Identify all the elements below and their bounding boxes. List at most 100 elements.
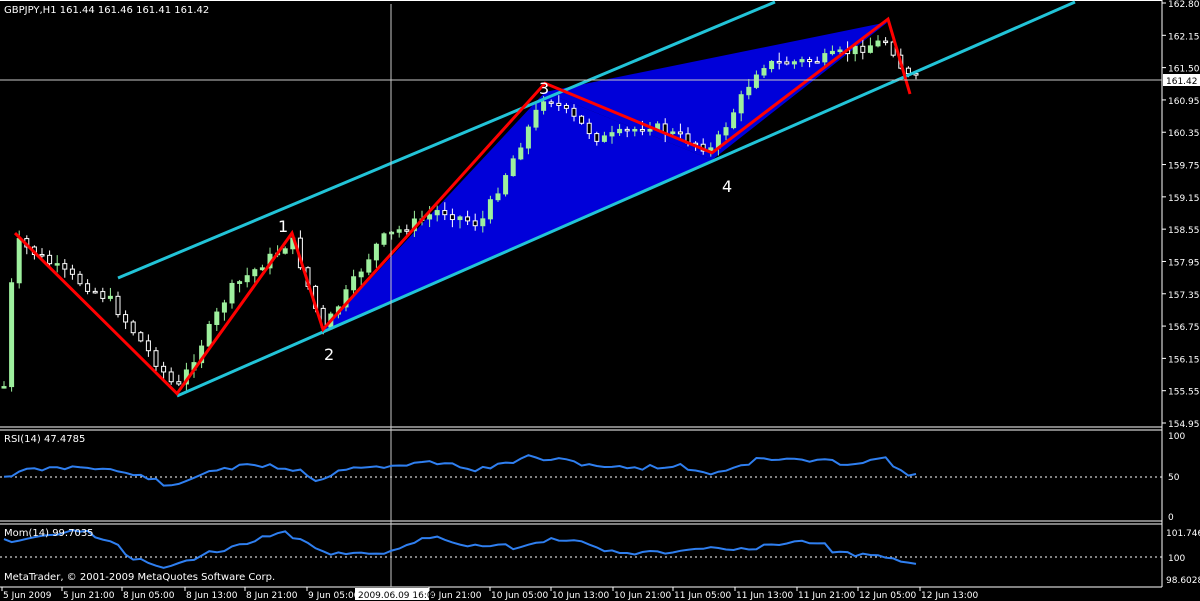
candle-body (115, 295, 121, 316)
price-tick-label: 159.15 (1168, 194, 1200, 204)
candle-body (69, 268, 75, 275)
candle-body (822, 53, 828, 63)
current-price-badge (1163, 74, 1200, 86)
price-tick-label: 156.15 (1168, 355, 1200, 365)
time-tick-label: 8 Jun 13:00 (186, 591, 238, 601)
candle-body (556, 102, 562, 106)
candle-body (807, 59, 813, 63)
candle-body (784, 61, 790, 65)
price-tick-label: 154.95 (1168, 420, 1200, 430)
time-tick-label: 12 Jun 13:00 (921, 591, 978, 601)
candle-body (883, 40, 889, 44)
candle-body (77, 273, 83, 285)
time-tick-label: 11 Jun 13:00 (736, 591, 793, 601)
price-tick-label: 157.95 (1168, 258, 1200, 268)
price-tick-label: 160.35 (1168, 129, 1200, 139)
candle-body (145, 340, 151, 352)
candle-body (738, 94, 744, 114)
candle-body (366, 259, 372, 273)
price-tick-label: 160.95 (1168, 97, 1200, 107)
price-tick-label: 158.55 (1168, 226, 1200, 236)
candle-body (206, 323, 212, 347)
mom-header: Mom(14) 99.7035 (4, 528, 94, 539)
candle-body (351, 276, 357, 291)
candle-body (442, 210, 448, 216)
price-tick-label: 156.75 (1168, 323, 1200, 333)
candle-body (457, 216, 463, 221)
time-tick-label: 9 Jun 05:00 (308, 591, 360, 601)
time-tick-label: 5 Jun 21:00 (63, 591, 115, 601)
candle-body (85, 283, 91, 292)
price-tick-label: 155.55 (1168, 388, 1200, 398)
candle-body (594, 133, 600, 142)
mom-scale-mid: 100 (1168, 554, 1185, 564)
time-tick-label: 5 Jun 2009 (3, 591, 52, 601)
candle-body (237, 281, 243, 284)
channel-upper-line[interactable] (117, 0, 776, 280)
candle-body (130, 321, 136, 334)
candle-body (799, 59, 805, 63)
candle-body (905, 67, 911, 75)
zigzag-line[interactable] (13, 16, 912, 396)
candle-body (761, 68, 767, 76)
candle-body (579, 115, 585, 124)
wave-label-1: 1 (278, 217, 288, 236)
candle-body (123, 314, 129, 323)
candle-body (487, 199, 493, 220)
candle-body (221, 302, 227, 313)
candle-body (373, 243, 379, 261)
candle-body (16, 238, 22, 284)
candle-body (54, 263, 60, 266)
channel-lower-line[interactable] (176, 0, 1076, 398)
candlesticks (1, 35, 919, 392)
candle-body (609, 132, 615, 137)
price-tick-label: 162.80 (1168, 0, 1200, 10)
candle-body (670, 131, 676, 134)
momentum-line (3, 529, 917, 569)
candle-body (472, 220, 478, 227)
pattern-triangle-upper (545, 22, 888, 160)
candle-body (791, 61, 797, 65)
rsi-scale-0: 0 (1168, 513, 1174, 523)
time-tick-label: 10 Jun 21:00 (614, 591, 671, 601)
rsi-header: RSI(14) 47.4785 (4, 434, 85, 445)
candle-body (176, 381, 182, 385)
candle-body (776, 60, 782, 64)
candle-body (62, 263, 68, 270)
candle-body (541, 101, 547, 111)
candle-body (480, 218, 486, 227)
candle-body (647, 128, 653, 132)
candle-body (510, 158, 516, 177)
current-price-label: 161.42 (1166, 77, 1198, 87)
candle-body (343, 289, 349, 308)
candle-body (358, 271, 364, 278)
candle-body (677, 131, 683, 135)
momentum-panel[interactable] (0, 523, 1162, 588)
candle-body (434, 210, 440, 216)
candle-body (875, 40, 881, 47)
candle-body (639, 128, 645, 132)
candle-body (829, 50, 835, 55)
candle-body (867, 45, 873, 53)
candle-body (449, 214, 455, 221)
time-tick-label: 10 Jun 13:00 (552, 591, 609, 601)
candle-body (632, 128, 638, 132)
candle-body (229, 282, 235, 304)
candle-body (389, 231, 395, 235)
candle-body (47, 254, 53, 265)
candle-body (404, 229, 410, 232)
candle-body (259, 267, 265, 271)
candle-body (563, 104, 569, 109)
candle-body (107, 295, 113, 299)
rsi-panel[interactable] (0, 429, 1162, 522)
candle-body (731, 112, 737, 129)
candle-body (814, 61, 820, 64)
mom-scale-high: 101.746 (1166, 529, 1200, 539)
candle-body (396, 229, 402, 233)
rsi-scale-100: 100 (1168, 432, 1185, 442)
candle-body (571, 107, 577, 117)
candle-body (746, 86, 752, 96)
candle-body (617, 128, 623, 134)
